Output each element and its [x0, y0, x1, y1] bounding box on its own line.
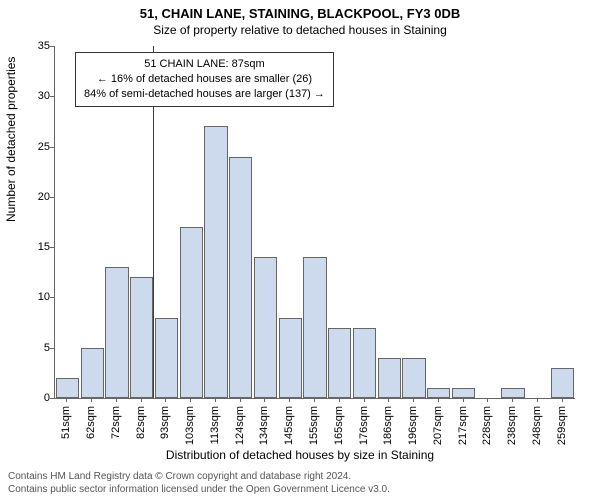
x-tick-label: 165sqm [333, 406, 345, 445]
histogram-bar [551, 368, 574, 398]
y-tick-label: 20 [34, 191, 50, 203]
histogram-bar [155, 318, 178, 398]
x-tick-mark [141, 398, 142, 402]
y-tick-mark [50, 197, 54, 198]
x-tick-mark [66, 398, 67, 402]
histogram-bar [378, 358, 401, 398]
x-tick-mark [339, 398, 340, 402]
x-tick-label: 82sqm [135, 406, 147, 439]
histogram-bar [180, 227, 203, 398]
annotation-line1: 51 CHAIN LANE: 87sqm [84, 57, 325, 72]
histogram-bar [427, 388, 450, 398]
chart-title: 51, CHAIN LANE, STAINING, BLACKPOOL, FY3… [0, 6, 600, 21]
y-tick-mark [50, 348, 54, 349]
x-tick-label: 155sqm [308, 406, 320, 445]
x-tick-label: 103sqm [184, 406, 196, 445]
x-tick-label: 186sqm [382, 406, 394, 445]
y-tick-mark [50, 297, 54, 298]
x-tick-label: 93sqm [159, 406, 171, 439]
x-tick-label: 124sqm [234, 406, 246, 445]
y-axis-label: Number of detached properties [4, 57, 18, 222]
footer-line2: Contains public sector information licen… [8, 484, 390, 497]
histogram-bar [501, 388, 524, 398]
chart-subtitle: Size of property relative to detached ho… [0, 23, 600, 37]
x-tick-mark [240, 398, 241, 402]
histogram-bar [279, 318, 302, 398]
plot-area: 51 CHAIN LANE: 87sqm ← 16% of detached h… [54, 46, 575, 399]
x-tick-mark [413, 398, 414, 402]
histogram-bar [328, 328, 351, 398]
x-tick-label: 259sqm [556, 406, 568, 445]
x-tick-mark [512, 398, 513, 402]
x-tick-label: 176sqm [358, 406, 370, 445]
x-tick-mark [215, 398, 216, 402]
x-tick-mark [364, 398, 365, 402]
x-tick-label: 228sqm [481, 406, 493, 445]
y-tick-label: 5 [34, 342, 50, 354]
y-tick-label: 30 [34, 90, 50, 102]
y-tick-label: 15 [34, 241, 50, 253]
histogram-bar [204, 126, 227, 398]
x-tick-mark [314, 398, 315, 402]
histogram-bar [402, 358, 425, 398]
histogram-bar [254, 257, 277, 398]
x-tick-label: 72sqm [110, 406, 122, 439]
histogram-bar [56, 378, 79, 398]
y-tick-mark [50, 96, 54, 97]
y-tick-label: 35 [34, 40, 50, 52]
footer-line1: Contains HM Land Registry data © Crown c… [8, 471, 390, 484]
x-tick-mark [562, 398, 563, 402]
x-tick-mark [537, 398, 538, 402]
footer-text: Contains HM Land Registry data © Crown c… [8, 471, 390, 496]
x-tick-mark [388, 398, 389, 402]
annotation-line3: 84% of semi-detached houses are larger (… [84, 87, 325, 102]
x-tick-label: 145sqm [283, 406, 295, 445]
x-tick-mark [463, 398, 464, 402]
y-tick-mark [50, 46, 54, 47]
x-tick-label: 248sqm [531, 406, 543, 445]
histogram-bar [452, 388, 475, 398]
x-axis-label: Distribution of detached houses by size … [0, 448, 600, 462]
histogram-bar [229, 157, 252, 398]
x-tick-label: 134sqm [258, 406, 270, 445]
y-tick-mark [50, 147, 54, 148]
x-tick-mark [289, 398, 290, 402]
y-tick-label: 10 [34, 291, 50, 303]
x-tick-label: 238sqm [506, 406, 518, 445]
x-tick-label: 51sqm [60, 406, 72, 439]
x-tick-mark [91, 398, 92, 402]
x-tick-label: 62sqm [85, 406, 97, 439]
y-tick-mark [50, 247, 54, 248]
x-tick-mark [190, 398, 191, 402]
x-tick-mark [487, 398, 488, 402]
x-tick-mark [264, 398, 265, 402]
histogram-bar [81, 348, 104, 398]
x-tick-mark [438, 398, 439, 402]
annotation-line2: ← 16% of detached houses are smaller (26… [84, 72, 325, 87]
x-tick-label: 207sqm [432, 406, 444, 445]
histogram-bar [130, 277, 153, 398]
x-tick-label: 196sqm [407, 406, 419, 445]
histogram-bar [105, 267, 128, 398]
histogram-bar [353, 328, 376, 398]
x-tick-label: 113sqm [209, 406, 221, 444]
y-tick-label: 0 [34, 392, 50, 404]
x-tick-label: 217sqm [457, 406, 469, 445]
histogram-bar [303, 257, 326, 398]
x-tick-mark [116, 398, 117, 402]
y-tick-mark [50, 398, 54, 399]
y-tick-label: 25 [34, 141, 50, 153]
annotation-box: 51 CHAIN LANE: 87sqm ← 16% of detached h… [75, 52, 334, 107]
x-tick-mark [165, 398, 166, 402]
